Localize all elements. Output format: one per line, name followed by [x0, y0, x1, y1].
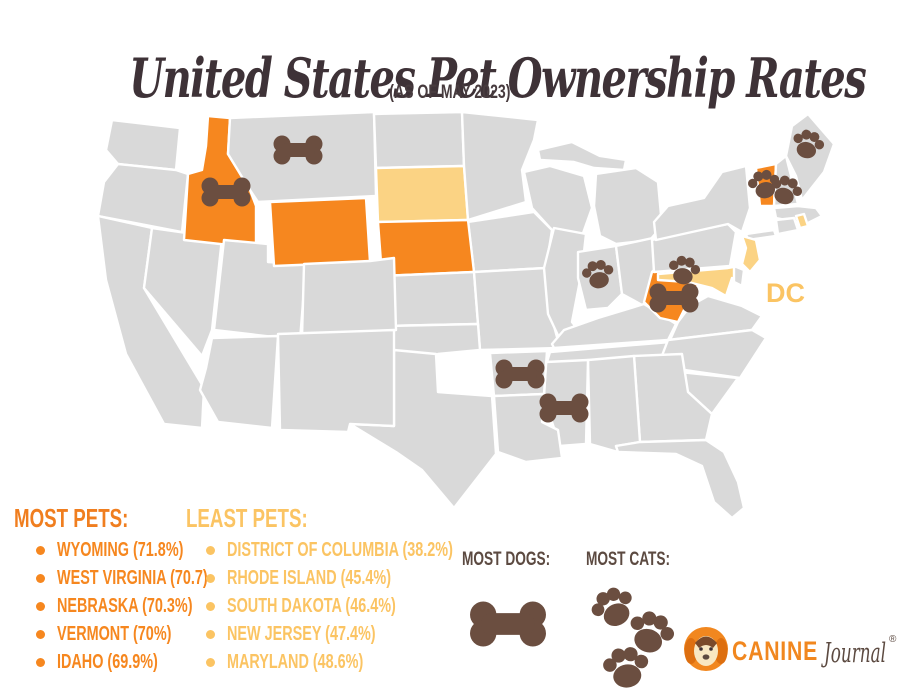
state-iowa: [466, 210, 554, 274]
page-title-text: United States Pet Ownership Rates: [129, 46, 866, 111]
list-item: DISTRICT OF COLUMBIA (38.2%): [206, 536, 541, 564]
least-pets-heading-text: LEAST PETS:: [186, 503, 308, 533]
list-item-label: WEST VIRGINIA (70.7): [57, 566, 208, 589]
state-south-dakota: [374, 164, 470, 224]
state-new-jersey: [740, 234, 762, 274]
list-item: IDAHO (69.9%): [36, 648, 266, 676]
logo-brand2-text: Journal: [821, 638, 886, 669]
state-delaware: [732, 264, 746, 288]
most-pets-heading-text: MOST PETS:: [14, 503, 129, 533]
list-item-label: NEW JERSEY (47.4%): [227, 622, 376, 645]
list-item-label: WYOMING (71.8%): [57, 538, 184, 561]
bullet-icon: [206, 601, 215, 611]
state-michigan: [592, 166, 664, 246]
state-new-mexico: [276, 328, 396, 434]
list-item: WYOMING (71.8%): [36, 536, 266, 564]
state-washington: [104, 118, 182, 172]
state-minnesota: [460, 110, 540, 222]
list-item: VERMONT (70%): [36, 620, 266, 648]
list-item-label: NEBRASKA (70.3%): [57, 594, 193, 617]
page-title: United States Pet Ownership Rates: [0, 46, 900, 110]
list-item-label: RHODE ISLAND (45.4%): [227, 566, 392, 589]
state-north-dakota: [372, 110, 466, 170]
list-item-label: IDAHO (69.9%): [57, 650, 158, 673]
logo-trademark: ®: [889, 634, 897, 645]
bone-icon: [470, 601, 546, 647]
list-item: MARYLAND (48.6%): [206, 648, 541, 676]
most-pets-heading: MOST PETS:: [14, 503, 173, 534]
page-subtitle: (AS OF MAY 2023): [0, 82, 900, 104]
bullet-icon: [206, 629, 215, 639]
most-pets-list: WYOMING (71.8%) WEST VIRGINIA (70.7) NEB…: [36, 536, 266, 676]
legend-bone-icon: [470, 601, 546, 647]
bullet-icon: [36, 601, 45, 611]
list-item: SOUTH DAKOTA (46.4%): [206, 592, 541, 620]
state-colorado: [300, 256, 398, 340]
list-item-label: MARYLAND (48.6%): [227, 650, 364, 673]
us-map: DC: [96, 110, 836, 520]
most-dogs-label-text: MOST DOGS:: [462, 549, 551, 570]
most-cats-label: MOST CATS:: [586, 549, 703, 571]
list-item-label: SOUTH DAKOTA (46.4%): [227, 594, 396, 617]
state-wyoming: [268, 196, 372, 268]
list-item-label: VERMONT (70%): [57, 622, 172, 645]
state-rhode-island: [794, 212, 810, 230]
state-new-york: [652, 164, 752, 242]
least-pets-heading: LEAST PETS:: [186, 503, 355, 534]
list-item: NEW JERSEY (47.4%): [206, 620, 541, 648]
least-pets-list: DISTRICT OF COLUMBIA (38.2%) RHODE ISLAN…: [206, 536, 541, 676]
dog-logo-icon: [684, 627, 728, 671]
list-item: NEBRASKA (70.3%): [36, 592, 266, 620]
state-arizona: [198, 334, 280, 430]
bullet-icon: [36, 573, 45, 583]
state-alabama: [586, 354, 642, 454]
dc-label: DC: [766, 278, 805, 308]
list-item-label: DISTRICT OF COLUMBIA (38.2%): [227, 538, 453, 561]
bullet-icon: [206, 657, 215, 667]
list-item: WEST VIRGINIA (70.7): [36, 564, 266, 592]
state-florida: [614, 438, 746, 520]
list-item: RHODE ISLAND (45.4%): [206, 564, 541, 592]
bullet-icon: [36, 657, 45, 667]
logo-brand-text: CANINE: [732, 636, 818, 666]
brand-logo: CANINE Journal ®: [684, 627, 897, 671]
page-subtitle-text: (AS OF MAY 2023): [389, 82, 511, 103]
bullet-icon: [206, 573, 215, 583]
bullet-icon: [36, 545, 45, 555]
bullet-icon: [36, 629, 45, 639]
states-layer: [96, 110, 836, 520]
most-dogs-label: MOST DOGS:: [462, 549, 584, 571]
most-cats-label-text: MOST CATS:: [586, 549, 671, 570]
bullet-icon: [206, 545, 215, 555]
state-connecticut: [774, 216, 800, 236]
